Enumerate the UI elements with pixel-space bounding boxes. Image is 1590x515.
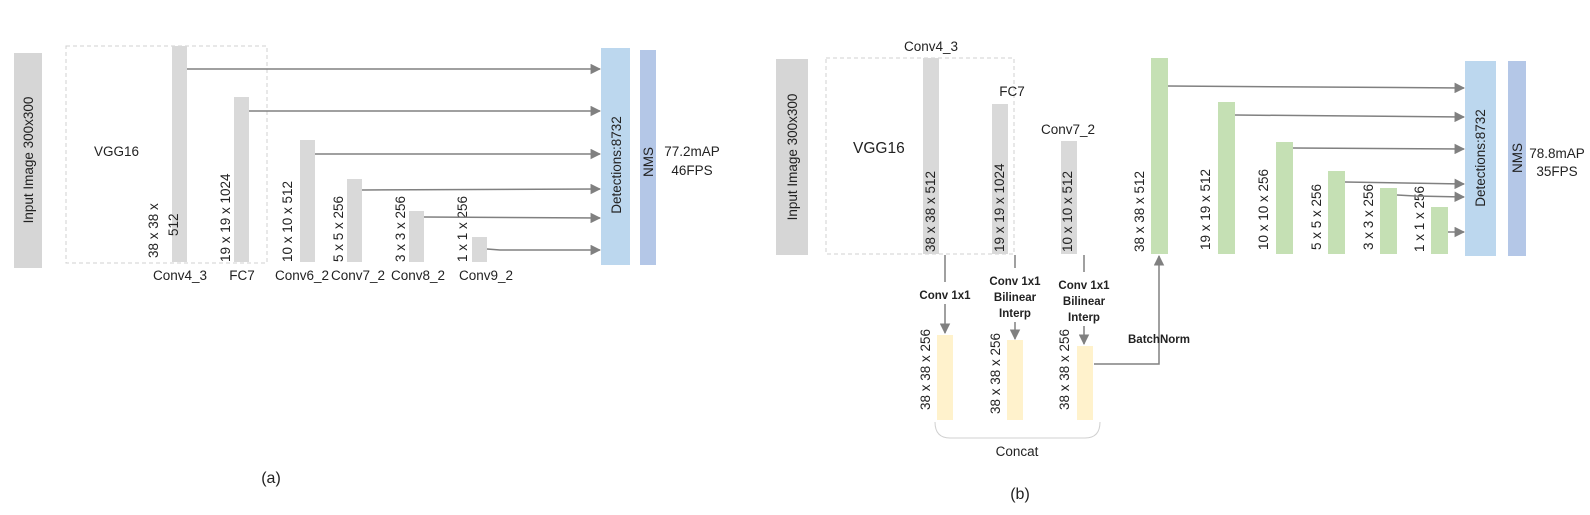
conv4-3-bar — [172, 46, 187, 262]
nms-block — [640, 50, 656, 265]
conv6-2-size: 10 x 10 x 512 — [280, 181, 295, 262]
pyramid-bar-6 — [1431, 207, 1448, 254]
op-conv7-line2: Bilinear — [1063, 296, 1106, 308]
pyramid-bar-4 — [1328, 171, 1345, 254]
panel-a-arrows — [187, 63, 602, 256]
result-fps: 35FPS — [1536, 164, 1577, 179]
op-fc7-line2: Bilinear — [994, 292, 1037, 304]
panel-b-arrows — [1167, 82, 1466, 238]
op-fc7-line1: Conv 1x1 — [989, 276, 1041, 288]
pyramid-bar-5 — [1380, 188, 1397, 254]
detections-block — [601, 48, 630, 265]
conv4-3-size: 38 x 38 x 512 — [923, 171, 938, 252]
arrow-pyramid-1 — [1167, 82, 1466, 94]
pyramid-size-6: 1 x 1 x 256 — [1412, 186, 1427, 252]
pyramid-bar-3 — [1276, 142, 1293, 254]
pyramid-size-1: 38 x 38 x 512 — [1132, 171, 1147, 252]
vgg16-label: VGG16 — [94, 144, 139, 159]
fused-size-2: 38 x 38 x 256 — [988, 333, 1003, 414]
caption-a: (a) — [261, 470, 281, 487]
op-conv7-line3: Interp — [1068, 312, 1100, 324]
fc7-bar — [234, 97, 249, 262]
conv7-2-name: Conv7_2 — [331, 268, 385, 283]
conv4-3-size-line2: 512 — [166, 213, 181, 236]
input-image-block — [776, 59, 808, 255]
arrow-pyramid-4 — [1344, 178, 1466, 190]
conv8-2-name: Conv8_2 — [391, 268, 445, 283]
pyramid-size-5: 3 x 3 x 256 — [1361, 184, 1376, 250]
conv4-3-size-line1: 38 x 38 x — [146, 203, 161, 258]
pyramid-bar-1 — [1151, 58, 1168, 254]
conv7-2-size: 10 x 10 x 512 — [1060, 171, 1075, 252]
conv4-3-name: Conv4_3 — [904, 39, 958, 54]
detections-label: Detections:8732 — [1473, 109, 1488, 207]
arrow-conv9-2 — [486, 244, 602, 256]
fc7-bar — [992, 104, 1008, 254]
fused-size-1: 38 x 38 x 256 — [918, 329, 933, 410]
conv6-2-name: Conv6_2 — [275, 268, 329, 283]
nms-label: NMS — [641, 147, 656, 177]
vgg16-dashed-box — [825, 57, 1015, 255]
input-image-label: Input Image 300x300 — [21, 97, 36, 224]
batchnorm-arrow — [1094, 254, 1165, 365]
conv4-3-bar — [923, 58, 939, 254]
pyramid-size-2: 19 x 19 x 512 — [1198, 169, 1213, 250]
concat-bracket — [934, 421, 1101, 439]
op-fc7-line3: Interp — [999, 308, 1031, 320]
vgg16-label: VGG16 — [853, 140, 905, 157]
fc7-name: FC7 — [999, 84, 1025, 99]
result-map: 77.2mAP — [664, 144, 720, 159]
caption-b: (b) — [1010, 486, 1030, 503]
conv9-2-name: Conv9_2 — [459, 268, 513, 283]
arrow-conv7-2 — [361, 183, 602, 195]
input-image-label: Input Image 300x300 — [785, 94, 800, 221]
detections-block — [1465, 61, 1496, 256]
fused-size-3: 38 x 38 x 256 — [1057, 329, 1072, 410]
arrow-conv8-2 — [423, 212, 602, 224]
conv6-2-bar — [300, 140, 315, 262]
pyramid-bar-2 — [1218, 102, 1235, 254]
arrow-pyramid-2 — [1234, 111, 1466, 123]
result-map: 78.8mAP — [1529, 146, 1585, 161]
result-fps: 46FPS — [671, 163, 712, 178]
op-conv1x1-label: Conv 1x1 — [919, 290, 971, 302]
panel-a: Input Image 300x300 VGG16 38 x 38 x 512 … — [14, 45, 720, 487]
nms-label: NMS — [1510, 143, 1525, 173]
conv7-2-size: 5 x 5 x 256 — [331, 196, 346, 262]
pyramid-size-4: 5 x 5 x 256 — [1309, 184, 1324, 250]
arrow-pyramid-5 — [1396, 191, 1466, 203]
conv9-2-bar — [472, 237, 487, 262]
conv7-2-bar — [347, 179, 362, 262]
conv9-2-size: 1 x 1 x 256 — [455, 196, 470, 262]
conv8-2-size: 3 x 3 x 256 — [393, 196, 408, 262]
fused-bar-2 — [1007, 340, 1023, 420]
fc7-size: 19 x 19 x 1024 — [992, 163, 1007, 252]
conv8-2-bar — [409, 211, 424, 262]
conv4-3-name: Conv4_3 — [153, 268, 207, 283]
pyramid-size-3: 10 x 10 x 256 — [1256, 169, 1271, 250]
fc7-size: 19 x 19 x 1024 — [218, 173, 233, 262]
conv7-2-name: Conv7_2 — [1041, 122, 1095, 137]
panel-b: Input Image 300x300 VGG16 Conv4_3 FC7 Co… — [776, 39, 1585, 503]
arrow-pyramid-3 — [1292, 143, 1466, 155]
fused-bar-3 — [1077, 346, 1093, 420]
nms-block — [1508, 61, 1526, 256]
conv7-2-bar — [1061, 141, 1077, 254]
fc7-name: FC7 — [229, 268, 255, 283]
detections-label: Detections:8732 — [609, 116, 624, 214]
fused-bar-1 — [937, 335, 953, 420]
input-image-block — [14, 53, 42, 268]
op-conv7-line1: Conv 1x1 — [1058, 280, 1110, 292]
batchnorm-label: BatchNorm — [1128, 334, 1190, 346]
concat-label: Concat — [996, 444, 1039, 459]
vgg16-dashed-box — [65, 45, 268, 264]
panel-b-down-arrows — [939, 255, 1090, 346]
